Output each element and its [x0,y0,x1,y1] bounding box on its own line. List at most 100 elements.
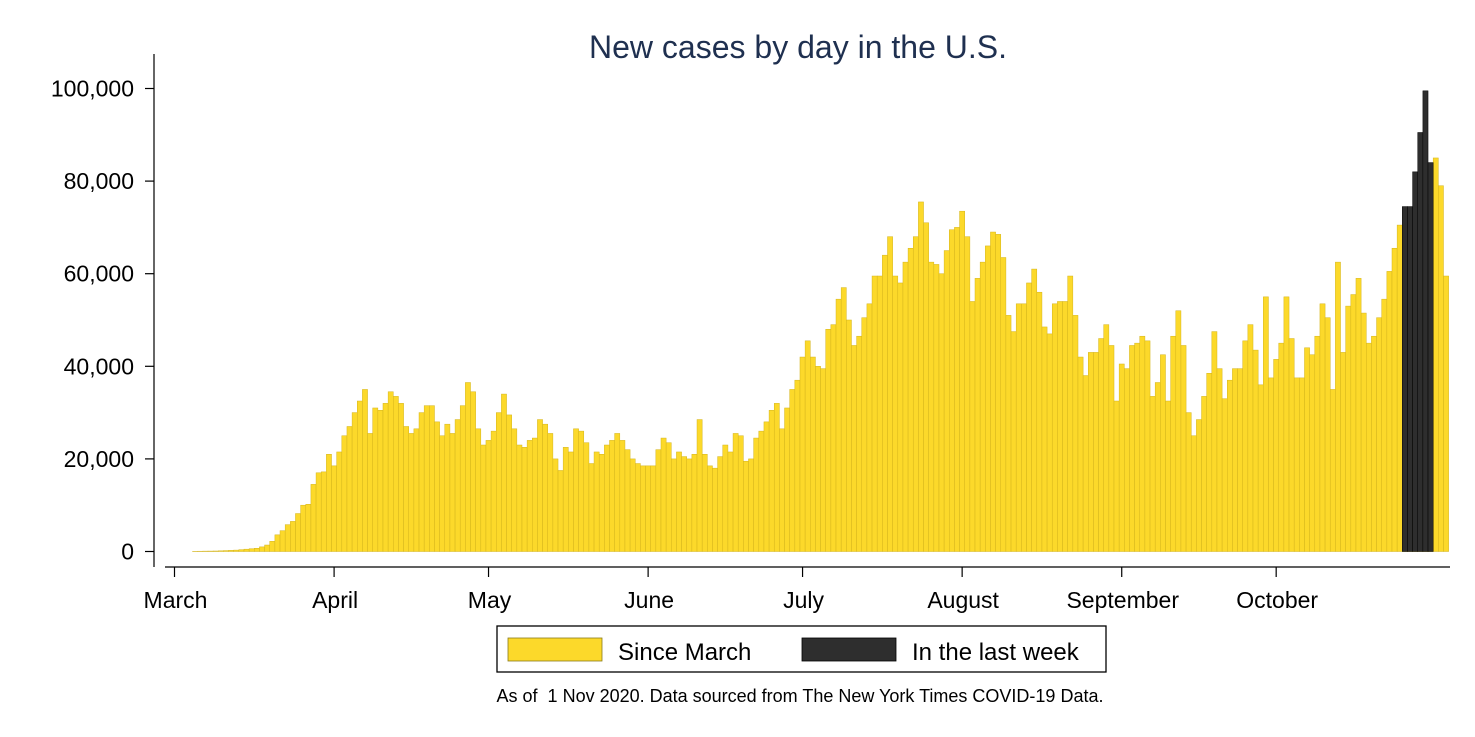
bar-since-march [480,444,487,552]
bar-since-march [1340,352,1346,552]
y-tick-label: 20,000 [64,446,134,472]
bar-since-march [573,428,579,552]
bar-since-march [933,264,940,552]
bar-last-week [1417,132,1424,552]
bar-since-march [259,546,265,552]
x-tick-label: May [468,587,512,613]
bar-since-march [1273,359,1279,552]
bar-since-march [320,471,327,552]
bar-since-march [408,433,415,552]
bar-since-march [562,447,569,552]
bar-since-march [861,317,868,552]
bar-since-march [979,261,986,552]
bar-since-march [743,460,749,552]
bar-since-march [629,458,636,552]
bar-since-march [300,504,307,552]
bar-since-march [1221,398,1228,552]
x-tick-label: April [312,587,358,613]
bar-since-march [1057,301,1063,552]
bar-since-march [1046,333,1053,552]
bar-since-march [681,456,687,552]
bar-since-march [943,250,950,552]
y-axis: 0 20,000 40,000 60,000 80,000 100,000 [51,53,155,567]
bar-since-march [887,236,893,552]
bar-since-march [871,275,878,552]
bar-since-march [1391,247,1398,552]
bar-since-march [1185,412,1192,552]
bar-since-march [1438,185,1444,552]
bar-since-march [789,389,796,552]
bar-since-march [949,229,955,552]
bar-since-march [248,548,255,552]
bar-since-march [1129,345,1135,552]
bar-since-march [274,534,281,552]
bar-since-march [1381,298,1388,552]
bar-since-march [938,273,945,552]
bar-since-march [269,541,276,552]
bar-since-march [1021,303,1027,552]
bar-since-march [372,407,379,552]
bar-since-march [1103,324,1110,552]
bar-since-march [1371,335,1377,552]
y-tick-label: 0 [121,539,134,565]
bar-since-march [1051,303,1058,552]
bar-since-march [974,278,981,552]
bar-since-march [1190,435,1197,552]
bar-since-march [1196,419,1202,552]
bar-since-march [1139,335,1146,552]
bar-since-march [243,548,250,552]
bar-since-march [645,465,651,552]
bar-since-march [516,444,523,552]
bar-since-march [578,430,585,552]
legend-label-last-week: In the last week [912,639,1080,666]
bar-since-march [552,458,559,552]
bar-since-march [362,389,368,552]
bar-since-march [1201,396,1207,552]
bar-since-march [1432,157,1439,552]
bar-since-march [995,234,1002,552]
bar-since-march [454,419,461,552]
bar-since-march [218,550,224,552]
bar-since-march [423,405,430,552]
bar-since-march [1283,296,1290,552]
bar-since-march [238,549,245,552]
bar-since-march [732,433,739,552]
bar-since-march [820,368,826,552]
bars [192,90,1449,552]
bar-since-march [459,405,466,552]
bar-since-march [1082,375,1089,552]
bar-last-week [1412,171,1418,552]
bar-since-march [737,435,744,552]
bar-since-march [1263,296,1269,552]
bar-since-march [876,275,883,552]
bar-since-march [537,419,543,552]
bar-since-march [526,440,533,552]
bar-since-march [671,458,677,552]
y-tick-label: 80,000 [64,168,134,194]
bar-since-march [768,410,775,552]
bar-since-march [429,405,435,552]
legend-swatch-last-week [801,637,897,662]
bar-since-march [465,382,471,552]
bar-since-march [1335,261,1341,552]
bar-since-march [840,287,847,552]
bar-since-march [1232,368,1238,552]
bar-last-week [1402,206,1408,552]
bar-since-march [284,524,291,552]
bar-since-march [315,472,322,552]
bar-since-march [1376,317,1382,552]
bar-since-march [1170,335,1177,552]
bar-since-march [1118,363,1125,552]
bar-since-march [1165,400,1171,552]
bar-since-march [434,421,440,552]
bar-since-march [794,379,801,552]
bar-since-march [691,454,698,552]
bar-since-march [290,521,296,552]
bar-since-march [1154,382,1161,552]
bar-since-march [295,513,301,552]
bar-since-march [331,465,337,552]
bar-since-march [1005,315,1012,552]
bar-since-march [1237,368,1243,552]
bar-since-march [835,298,842,552]
bar-since-march [701,454,708,552]
